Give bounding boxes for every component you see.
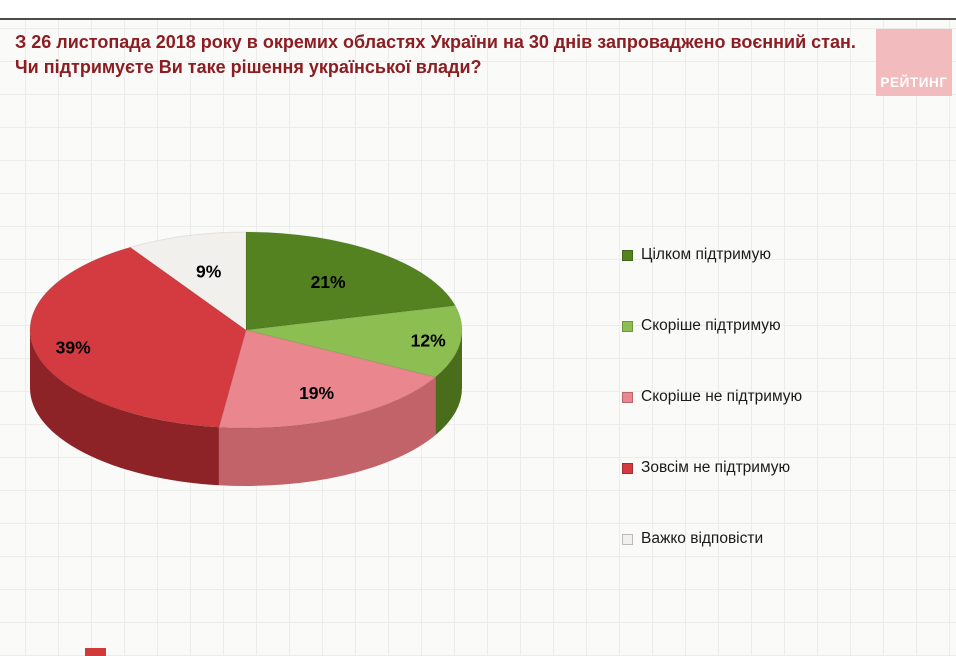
- legend-item: Важко відповісти: [622, 527, 802, 551]
- legend-item: Скоріше підтримую: [622, 314, 802, 338]
- legend-swatch: [622, 391, 633, 403]
- pie-slice-label: 39%: [56, 338, 91, 358]
- legend-label: Зовсім не підтримую: [641, 459, 791, 476]
- pie-slice: [245, 305, 463, 378]
- legend-label: Скоріше підтримую: [641, 317, 781, 334]
- rating-logo-text: РЕЙТИНГ: [880, 75, 948, 90]
- pie-slice-side: [30, 330, 219, 486]
- legend-item: Скоріше не підтримую: [622, 385, 802, 409]
- pie-slice-label: 19%: [299, 383, 334, 403]
- legend-item: Зовсім не підтримую: [622, 456, 802, 480]
- pie-slice: [245, 231, 457, 331]
- legend-label: Важко відповісти: [641, 530, 764, 547]
- pie-slice-label: 12%: [411, 330, 446, 350]
- legend-swatch: [622, 320, 633, 332]
- footer-accent: [85, 648, 106, 656]
- question-title: З 26 листопада 2018 року в окремих облас…: [15, 32, 856, 78]
- pie-slice: [218, 329, 437, 429]
- pie-slice-side: [435, 330, 462, 436]
- rating-logo: РЕЙТИНГ: [876, 29, 952, 96]
- legend-swatch: [622, 462, 633, 474]
- pie-slice: [29, 246, 247, 428]
- pie-slice-label: 9%: [196, 262, 222, 282]
- pie-slice-side: [218, 377, 436, 486]
- legend-label: Цілком підтримую: [641, 246, 771, 263]
- top-border: [0, 0, 956, 20]
- legend-swatch: [622, 533, 633, 545]
- pie-slice: [129, 231, 247, 331]
- chart-legend: Цілком підтримую Скоріше підтримую Скоріше…: [622, 243, 802, 551]
- pie-slice-label: 21%: [311, 272, 346, 292]
- legend-item: Цілком підтримую: [622, 243, 802, 267]
- legend-label: Скоріше не підтримую: [641, 388, 803, 405]
- legend-swatch: [622, 249, 633, 261]
